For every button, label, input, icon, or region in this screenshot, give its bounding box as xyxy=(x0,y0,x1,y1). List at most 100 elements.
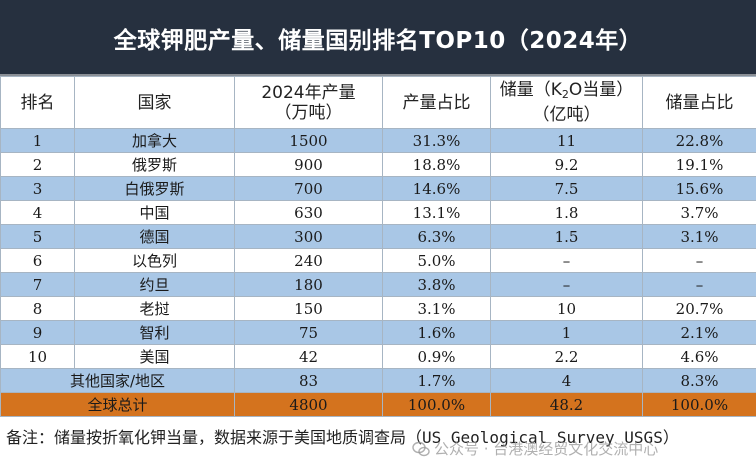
cell-reserves: 9.2 xyxy=(490,152,643,177)
cell-country: 白俄罗斯 xyxy=(74,176,235,201)
cell-rank: 9 xyxy=(0,320,75,345)
header-reserves: 储量（K2O当量） （亿吨） xyxy=(490,76,643,129)
cell-reserves: 10 xyxy=(490,296,643,321)
header-production: 2024年产量 （万吨） xyxy=(234,76,383,129)
cell-reserves: 48.2 xyxy=(490,392,643,417)
cell-production: 240 xyxy=(234,248,383,273)
cell-country: 俄罗斯 xyxy=(74,152,235,177)
cell-reserves-share: 3.1% xyxy=(642,224,756,249)
cell-production: 630 xyxy=(234,200,383,225)
cell-production-share: 18.8% xyxy=(382,152,491,177)
cell-production-share: 3.1% xyxy=(382,296,491,321)
cell-production: 900 xyxy=(234,152,383,177)
cell-reserves-share: 15.6% xyxy=(642,176,756,201)
cell-reserves: 2.2 xyxy=(490,344,643,369)
header-production-line2: （万吨） xyxy=(274,102,343,123)
table-row: 8 老挝 150 3.1% 10 20.7% xyxy=(0,296,756,321)
header-reserves-line1: 储量（K2O当量） xyxy=(492,80,642,105)
cell-production-share: 3.8% xyxy=(382,272,491,297)
cell-production: 180 xyxy=(234,272,383,297)
cell-country: 德国 xyxy=(74,224,235,249)
cell-others-label: 其他国家/地区 xyxy=(0,368,235,393)
header-reserves-subscript: 2 xyxy=(561,88,569,101)
cell-rank: 10 xyxy=(0,344,75,369)
header-rank: 排名 xyxy=(0,76,75,129)
table-row: 2 俄罗斯 900 18.8% 9.2 19.1% xyxy=(0,152,756,177)
cell-production-share: 100.0% xyxy=(382,392,491,417)
cell-reserves: 7.5 xyxy=(490,176,643,201)
cell-rank: 4 xyxy=(0,200,75,225)
page-title: 全球钾肥产量、储量国别排名TOP10（2024年） xyxy=(0,0,756,76)
header-reserves-line2: （亿吨） xyxy=(532,105,601,125)
cell-production: 83 xyxy=(234,368,383,393)
cell-country: 约旦 xyxy=(74,272,235,297)
cell-country: 以色列 xyxy=(74,248,235,273)
cell-reserves-share: – xyxy=(642,248,756,273)
table-row: 4 中国 630 13.1% 1.8 3.7% xyxy=(0,200,756,225)
cell-rank: 1 xyxy=(0,128,75,153)
cell-reserves-share: 100.0% xyxy=(642,392,756,417)
header-reserves-pre: 储量（K xyxy=(499,80,562,100)
cell-production-share: 5.0% xyxy=(382,248,491,273)
table-row: 9 智利 75 1.6% 1 2.1% xyxy=(0,320,756,345)
cell-production-share: 31.3% xyxy=(382,128,491,153)
cell-reserves-share: 4.6% xyxy=(642,344,756,369)
table-row: 5 德国 300 6.3% 1.5 3.1% xyxy=(0,224,756,249)
cell-reserves: 1.5 xyxy=(490,224,643,249)
table-row: 1 加拿大 1500 31.3% 11 22.8% xyxy=(0,128,756,153)
cell-production-share: 1.7% xyxy=(382,368,491,393)
cell-reserves-share: 2.1% xyxy=(642,320,756,345)
cell-rank: 5 xyxy=(0,224,75,249)
header-reserves-post: O当量） xyxy=(568,80,634,100)
header-reserves-share: 储量占比 xyxy=(642,76,756,129)
cell-reserves-share: 3.7% xyxy=(642,200,756,225)
cell-reserves-share: 20.7% xyxy=(642,296,756,321)
table-row: 6 以色列 240 5.0% – – xyxy=(0,248,756,273)
cell-reserves-share: 22.8% xyxy=(642,128,756,153)
cell-rank: 2 xyxy=(0,152,75,177)
cell-production: 150 xyxy=(234,296,383,321)
cell-country: 美国 xyxy=(74,344,235,369)
cell-reserves: 1.8 xyxy=(490,200,643,225)
potash-table: 排名 国家 2024年产量 （万吨） 产量占比 储量（K2O当量） （亿吨） 储… xyxy=(0,76,756,417)
cell-reserves-share: – xyxy=(642,272,756,297)
watermark: 公众号 · 台港澳经贸文化交流中心 xyxy=(412,438,658,459)
title-divider xyxy=(0,74,756,76)
cell-production: 1500 xyxy=(234,128,383,153)
cell-production: 700 xyxy=(234,176,383,201)
cell-reserves: 4 xyxy=(490,368,643,393)
cell-country: 智利 xyxy=(74,320,235,345)
cell-rank: 8 xyxy=(0,296,75,321)
cell-production-share: 14.6% xyxy=(382,176,491,201)
header-production-share: 产量占比 xyxy=(382,76,491,129)
table-row: 3 白俄罗斯 700 14.6% 7.5 15.6% xyxy=(0,176,756,201)
cell-rank: 7 xyxy=(0,272,75,297)
wechat-icon xyxy=(412,441,430,456)
cell-production-share: 6.3% xyxy=(382,224,491,249)
cell-production-share: 1.6% xyxy=(382,320,491,345)
table-row: 7 约旦 180 3.8% – – xyxy=(0,272,756,297)
cell-production: 75 xyxy=(234,320,383,345)
table-row: 10 美国 42 0.9% 2.2 4.6% xyxy=(0,344,756,369)
cell-reserves-share: 8.3% xyxy=(642,368,756,393)
cell-reserves: – xyxy=(490,248,643,273)
table-header-row: 排名 国家 2024年产量 （万吨） 产量占比 储量（K2O当量） （亿吨） 储… xyxy=(0,76,756,129)
cell-rank: 3 xyxy=(0,176,75,201)
cell-country: 中国 xyxy=(74,200,235,225)
watermark-text: 公众号 · 台港澳经贸文化交流中心 xyxy=(434,440,659,458)
cell-production-share: 13.1% xyxy=(382,200,491,225)
cell-reserves: – xyxy=(490,272,643,297)
cell-country: 加拿大 xyxy=(74,128,235,153)
table-row-others: 其他国家/地区 83 1.7% 4 8.3% xyxy=(0,368,756,393)
cell-production-share: 0.9% xyxy=(382,344,491,369)
cell-reserves-share: 19.1% xyxy=(642,152,756,177)
cell-rank: 6 xyxy=(0,248,75,273)
header-country: 国家 xyxy=(74,76,235,129)
cell-reserves: 11 xyxy=(490,128,643,153)
cell-total-label: 全球总计 xyxy=(0,392,235,417)
cell-production: 4800 xyxy=(234,392,383,417)
cell-production: 42 xyxy=(234,344,383,369)
cell-country: 老挝 xyxy=(74,296,235,321)
header-production-line1: 2024年产量 xyxy=(261,82,356,103)
